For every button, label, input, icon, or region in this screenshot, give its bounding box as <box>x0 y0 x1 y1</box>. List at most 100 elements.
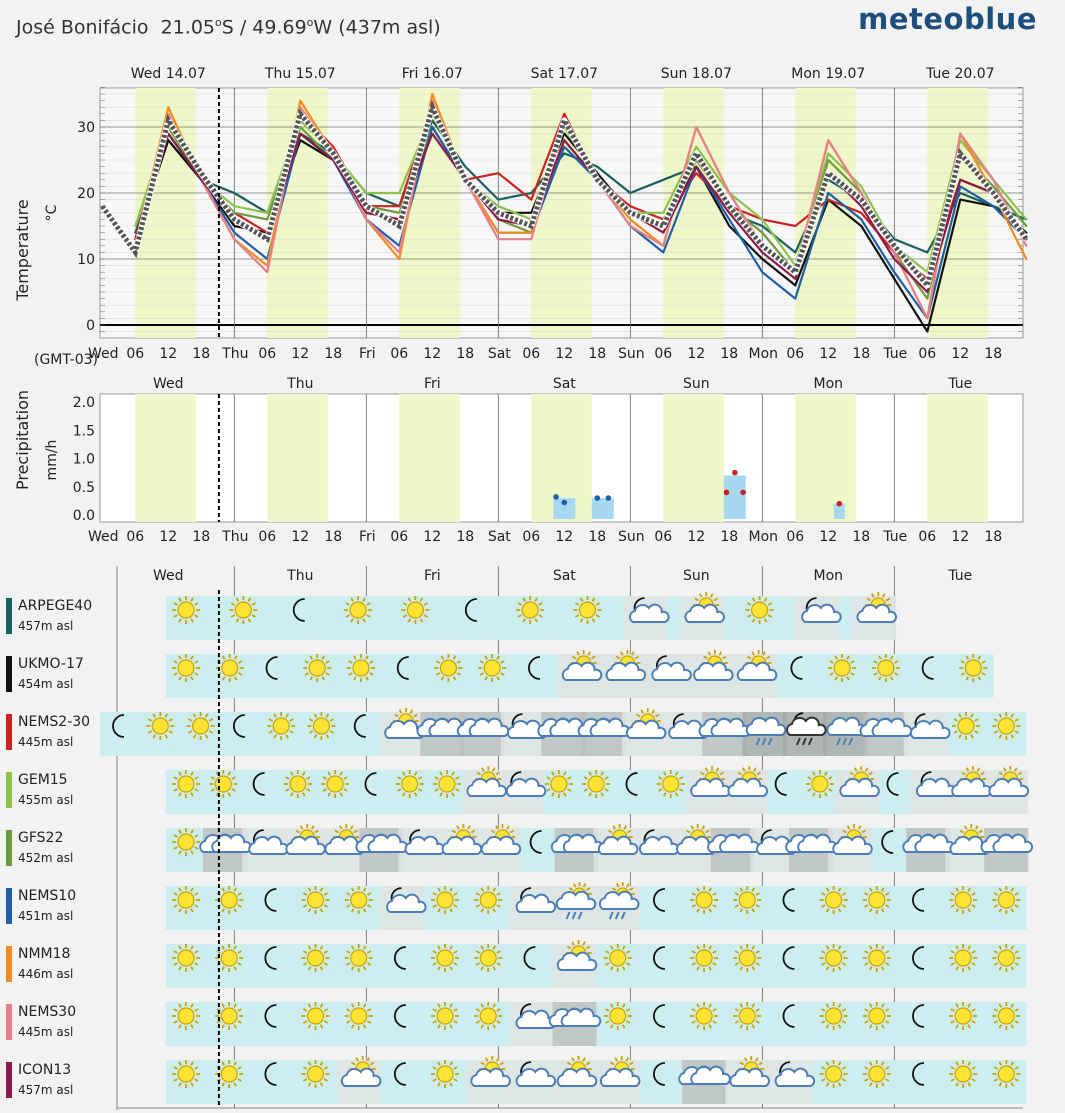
meteoblue-logo[interactable]: meteoblue <box>858 2 1037 36</box>
sun-ray <box>453 1078 458 1082</box>
sun-disc <box>738 1007 756 1025</box>
sun-ray <box>522 597 526 602</box>
sun-ray <box>423 614 429 618</box>
sun-disc <box>352 659 370 677</box>
sun-ray <box>571 1057 575 1062</box>
sun-icon <box>949 886 978 914</box>
sun-ray <box>958 734 962 739</box>
sun-ray <box>713 597 718 602</box>
sun-ray <box>307 1003 312 1008</box>
cloud-shape <box>515 893 557 913</box>
sun-ray <box>321 676 325 681</box>
moon-crescent <box>264 1062 277 1086</box>
sun-disc <box>436 891 454 909</box>
sun-ray <box>993 1008 999 1012</box>
sun-icon <box>949 1002 978 1030</box>
cloud-shape <box>515 1067 557 1087</box>
sun-ray <box>621 1003 626 1008</box>
sun-disc <box>436 1065 454 1083</box>
precipitation-point <box>561 499 568 506</box>
sun-ray <box>538 602 543 606</box>
hour-tick-label: 12 <box>687 346 705 362</box>
sun-ray <box>734 904 740 908</box>
sun-ray <box>755 892 760 896</box>
sun-ray <box>571 941 575 946</box>
precipitation-bar <box>591 498 614 519</box>
sun-ray <box>958 713 962 718</box>
sun-icon <box>434 654 463 682</box>
sun-ray <box>456 672 462 676</box>
sun-ray <box>173 950 178 954</box>
precipitation-tick-label: 2.0 <box>73 395 95 411</box>
sun-ray <box>605 950 610 954</box>
sun-ray <box>551 792 555 797</box>
sun-icon <box>656 770 685 798</box>
sun-ray <box>366 950 372 954</box>
sun-disc <box>191 717 210 735</box>
sun-ray <box>965 767 970 772</box>
sun-ray <box>821 1020 826 1024</box>
sun-ray <box>825 887 830 892</box>
sun-icon <box>431 944 460 972</box>
moon-crescent <box>264 1004 277 1028</box>
sun-icon <box>603 1002 632 1030</box>
sun-ray <box>309 676 313 681</box>
sun-ray <box>993 892 999 896</box>
sun-ray <box>974 718 979 722</box>
sun-ray <box>993 1020 999 1024</box>
model-altitude: 457m asl <box>18 619 73 633</box>
sun-disc <box>587 775 605 793</box>
sun-ray <box>194 846 199 850</box>
sun-ray <box>963 825 968 830</box>
sun-disc <box>349 601 367 619</box>
hour-tick-label: 06 <box>786 346 804 362</box>
temperature-tick-label: 30 <box>77 120 95 136</box>
sun-ray <box>456 660 462 664</box>
sun-ray <box>691 950 696 954</box>
sun-ray <box>479 660 484 664</box>
hour-tick-label: 18 <box>192 529 210 545</box>
sun-ray <box>534 597 538 602</box>
sun-ray <box>696 1003 700 1008</box>
sun-ray <box>691 892 696 896</box>
sun-ray <box>327 771 331 776</box>
day-label: Wed 14.07 <box>131 66 206 82</box>
cloud-shape <box>599 1067 641 1087</box>
sun-ray <box>273 734 277 739</box>
sun-disc <box>825 891 843 909</box>
sun-ray <box>590 655 596 660</box>
sun-ray <box>190 1061 194 1066</box>
sun-ray <box>971 1066 976 1070</box>
sun-ray <box>492 767 496 772</box>
sun-disc <box>350 949 368 967</box>
sun-ray <box>306 776 311 780</box>
sun-ray <box>290 792 294 797</box>
sun-ray <box>147 730 153 734</box>
sun-ray <box>492 908 496 913</box>
sun-ray <box>812 792 816 797</box>
sun-ray <box>325 660 330 664</box>
sun-ray <box>194 776 199 780</box>
sun-ray <box>365 655 369 660</box>
sun-ray <box>423 602 429 606</box>
hour-tick-label: 06 <box>390 529 408 545</box>
moon-crescent <box>529 830 542 854</box>
sun-ray <box>323 892 329 896</box>
hour-tick-label: 12 <box>819 346 837 362</box>
sun-ray <box>437 966 441 971</box>
sun-ray <box>751 651 755 656</box>
sun-ray <box>453 892 458 896</box>
sun-ray <box>221 676 226 681</box>
hour-tick-label: 06 <box>522 529 540 545</box>
sun-ray <box>980 771 985 776</box>
sun-ray <box>413 792 418 797</box>
sun-ray <box>480 1024 484 1029</box>
sun-ray <box>417 776 423 780</box>
sun-ray <box>470 829 476 834</box>
sun-disc <box>877 659 895 677</box>
sun-ray <box>178 1061 182 1066</box>
day-label: Fri 16.07 <box>402 66 463 82</box>
sun-ray <box>302 950 308 954</box>
moon-crescent <box>264 888 277 912</box>
cloud-shape <box>386 893 427 913</box>
